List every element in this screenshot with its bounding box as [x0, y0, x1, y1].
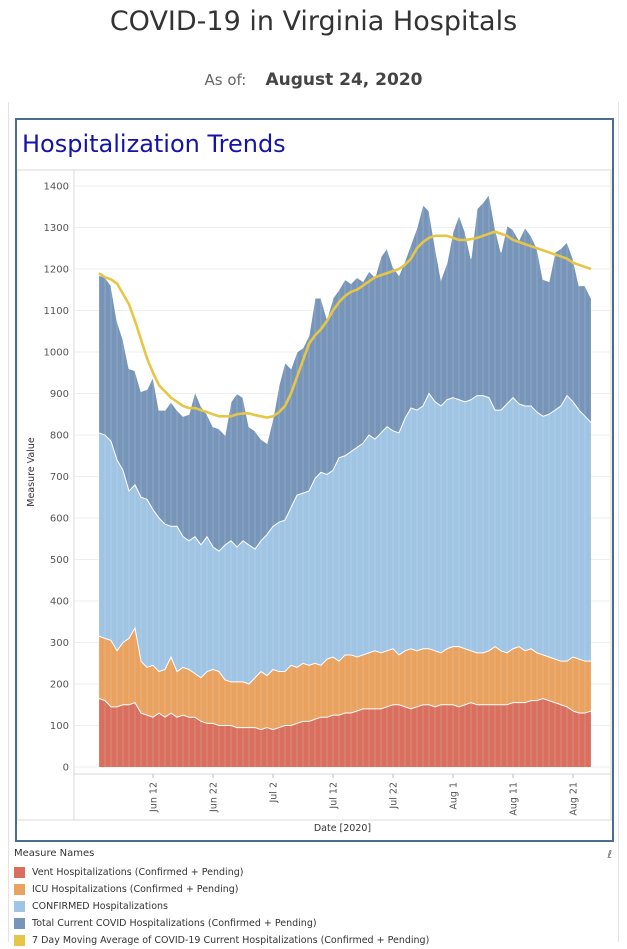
y-tick-label: 500 — [50, 555, 69, 566]
legend-label: ICU Hospitalizations (Confirmed + Pendin… — [32, 884, 239, 895]
page-divider-left — [8, 102, 9, 942]
x-tick-label: Aug 11 — [509, 782, 520, 816]
x-tick-label: Jul 12 — [329, 782, 340, 810]
legend-item[interactable]: 7 Day Moving Average of COVID-19 Current… — [14, 932, 624, 949]
moving-average-line — [98, 230, 592, 419]
as-of-row: As of: August 24, 2020 — [0, 70, 627, 90]
x-tick-label: Jun 22 — [209, 782, 220, 813]
legend-swatch — [14, 918, 25, 929]
x-axis-title: Date [2020] — [314, 823, 371, 834]
legend-swatch — [14, 935, 25, 946]
legend-swatch — [14, 901, 25, 912]
legend-items: Vent Hospitalizations (Confirmed + Pendi… — [14, 864, 624, 949]
y-tick-label: 300 — [50, 638, 69, 649]
legend-label: Total Current COVID Hospitalizations (Co… — [32, 918, 317, 929]
y-tick-label: 200 — [50, 680, 69, 691]
x-axis-band — [73, 773, 612, 821]
y-tick-label: 1400 — [44, 182, 69, 193]
y-axis-band — [17, 169, 75, 821]
legend-item[interactable]: Vent Hospitalizations (Confirmed + Pendi… — [14, 864, 624, 881]
vent-hospitalizations-area-edge — [98, 697, 592, 731]
x-tick-label: Jul 2 — [269, 782, 280, 804]
legend-swatch — [14, 867, 25, 878]
page-divider-right — [618, 102, 619, 942]
y-tick-label: 0 — [63, 763, 69, 774]
x-tick-label: Aug 1 — [449, 782, 460, 810]
legend-item[interactable]: Total Current COVID Hospitalizations (Co… — [14, 915, 624, 932]
y-tick-label: 600 — [50, 514, 69, 525]
legend[interactable]: Measure Names ℓ Vent Hospitalizations (C… — [14, 848, 624, 949]
x-tick-label: Jun 12 — [149, 782, 160, 813]
legend-label: 7 Day Moving Average of COVID-19 Current… — [32, 935, 430, 946]
y-tick-label: 1000 — [44, 348, 69, 359]
page-title: COVID-19 in Virginia Hospitals — [109, 6, 518, 37]
legend-item[interactable]: CONFIRMED Hospitalizations — [14, 898, 624, 915]
y-tick-label: 1200 — [44, 265, 69, 276]
y-tick-label: 800 — [50, 431, 69, 442]
x-tick-label: Aug 21 — [569, 782, 580, 816]
legend-label: CONFIRMED Hospitalizations — [32, 901, 168, 912]
y-axis-title: Measure Value — [26, 437, 37, 507]
y-tick-label: 100 — [50, 721, 69, 732]
total-hospitalizations-area-edge — [98, 193, 592, 445]
legend-swatch — [14, 884, 25, 895]
y-tick-label: 1100 — [44, 306, 69, 317]
hospitalization-chart[interactable]: 0 100 200 300 400 500 600 700 800 900 1000 1100 1200… — [17, 120, 612, 840]
x-tick-label: Jul 22 — [389, 782, 400, 810]
icu-hospitalizations-area-edge — [98, 626, 591, 685]
as-of-date: August 24, 2020 — [265, 70, 423, 90]
y-tick-label: 1300 — [44, 223, 69, 234]
as-of-label: As of: — [204, 71, 247, 89]
legend-highlight-icon[interactable]: ℓ — [607, 848, 612, 861]
y-tick-label: 900 — [50, 389, 69, 400]
panel-title: Hospitalization Trends — [22, 130, 286, 158]
legend-label: Vent Hospitalizations (Confirmed + Pendi… — [32, 867, 244, 878]
vent-hospitalizations-area — [99, 698, 591, 767]
legend-item[interactable]: ICU Hospitalizations (Confirmed + Pendin… — [14, 881, 624, 898]
confirmed-hospitalizations-area-edge — [98, 392, 592, 552]
y-tick-label: 700 — [50, 472, 69, 483]
y-tick-label: 400 — [50, 597, 69, 608]
hospitalization-trends-panel: Hospitalization Trends 0 100 200 300 400 500 6… — [15, 118, 614, 842]
legend-title: Measure Names — [14, 848, 95, 859]
